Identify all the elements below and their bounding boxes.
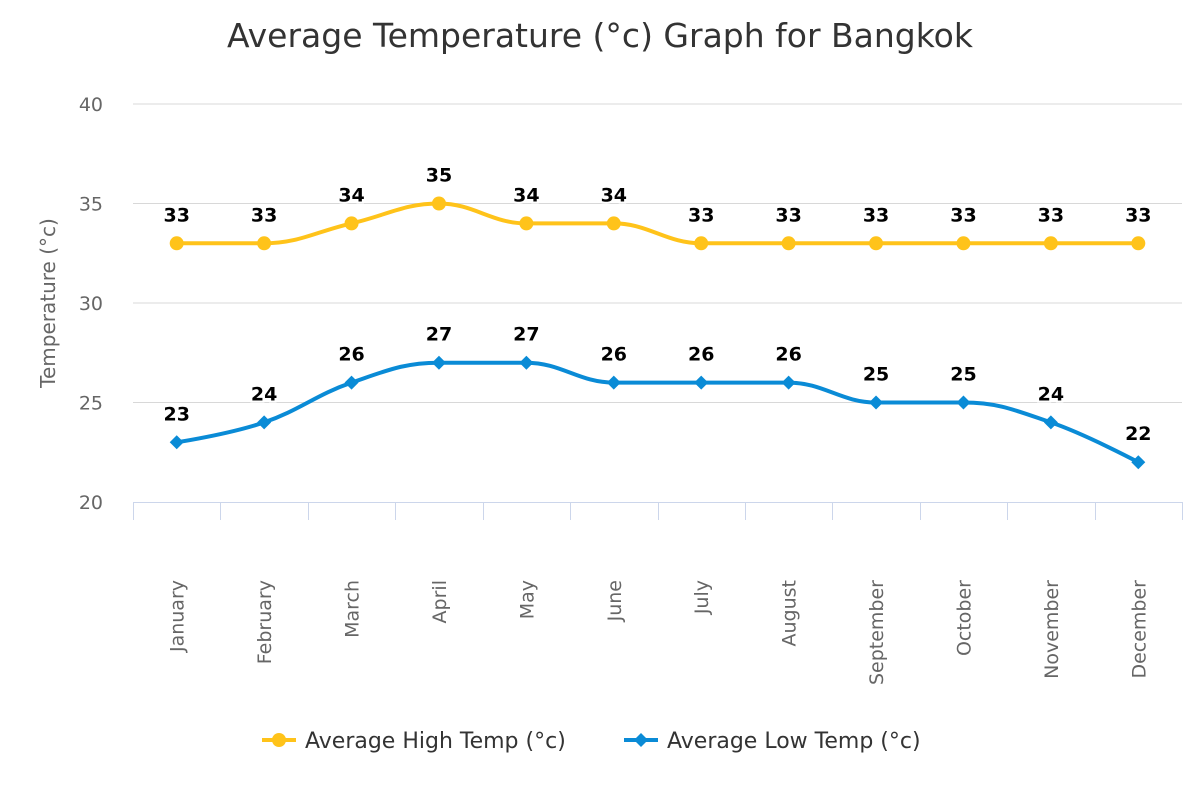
data-point-marker <box>606 375 621 390</box>
data-point-marker <box>956 395 971 410</box>
x-tick-label: March <box>342 580 364 638</box>
y-tick-label: 25 <box>79 393 103 415</box>
data-point-marker <box>1043 236 1058 251</box>
data-point-marker <box>344 216 359 231</box>
data-label: 34 <box>338 184 364 206</box>
data-point-marker <box>431 355 446 370</box>
data-point-marker <box>606 216 621 231</box>
data-point-marker <box>257 415 272 430</box>
data-label: 33 <box>163 204 189 226</box>
x-tick-label: May <box>516 580 538 619</box>
y-tick-label: 35 <box>79 194 103 216</box>
data-point-marker <box>1043 415 1058 430</box>
data-point-marker <box>781 236 796 251</box>
data-label: 25 <box>950 364 976 386</box>
data-point-marker <box>869 395 884 410</box>
y-tick-label: 40 <box>79 94 103 116</box>
data-point-marker <box>257 236 272 251</box>
data-label: 26 <box>688 344 714 366</box>
data-point-marker <box>344 375 359 390</box>
y-axis-label: Temperature (°c) <box>36 218 60 389</box>
legend-label: Average High Temp (°c) <box>305 729 566 754</box>
data-point-marker <box>519 355 534 370</box>
x-tick-label: December <box>1128 580 1150 679</box>
data-point-marker <box>431 196 446 211</box>
data-label: 33 <box>688 204 714 226</box>
data-point-marker <box>781 375 796 390</box>
data-label: 23 <box>163 403 189 425</box>
data-label: 27 <box>513 324 539 346</box>
x-tick-label: June <box>604 580 626 622</box>
legend-diamond-icon <box>634 733 648 747</box>
data-label: 24 <box>1038 383 1064 405</box>
data-label: 33 <box>775 204 801 226</box>
data-label: 26 <box>601 344 627 366</box>
data-label: 25 <box>863 364 889 386</box>
x-tick-label: January <box>167 580 189 653</box>
x-tick-label: February <box>254 580 276 664</box>
data-label: 24 <box>251 383 277 405</box>
data-point-marker <box>956 236 971 251</box>
data-point-marker <box>1131 236 1146 251</box>
data-point-marker <box>169 435 184 450</box>
data-point-marker <box>519 216 534 231</box>
series-line-high <box>176 201 1139 246</box>
data-label: 33 <box>251 204 277 226</box>
data-label: 34 <box>513 184 539 206</box>
x-tick-label: November <box>1041 580 1063 679</box>
data-point-marker <box>694 375 709 390</box>
data-label: 33 <box>863 204 889 226</box>
x-tick-label: September <box>866 580 888 685</box>
x-tick-label: August <box>779 580 801 647</box>
data-label: 27 <box>426 324 452 346</box>
data-label: 34 <box>601 184 627 206</box>
x-tick-label: October <box>953 580 975 656</box>
chart-title: Average Temperature (°c) Graph for Bangk… <box>227 16 974 55</box>
x-tick-label: July <box>691 580 713 615</box>
data-label: 33 <box>1038 204 1064 226</box>
data-point-marker <box>694 236 709 251</box>
legend-label: Average Low Temp (°c) <box>667 729 921 754</box>
data-label: 33 <box>950 204 976 226</box>
legend-circle-icon <box>272 733 286 747</box>
data-point-marker <box>1131 455 1146 470</box>
legend-item-low[interactable]: Average Low Temp (°c) <box>624 729 921 754</box>
y-tick-label: 30 <box>79 293 103 315</box>
data-label: 35 <box>426 165 452 187</box>
data-label: 33 <box>1125 204 1151 226</box>
data-label: 26 <box>775 344 801 366</box>
data-label: 26 <box>338 344 364 366</box>
data-point-marker <box>169 236 184 251</box>
x-tick-label: April <box>429 580 451 623</box>
y-tick-label: 20 <box>79 492 103 514</box>
legend-item-high[interactable]: Average High Temp (°c) <box>262 729 566 754</box>
data-label: 22 <box>1125 423 1151 445</box>
series-line-low <box>176 360 1140 464</box>
data-point-marker <box>869 236 884 251</box>
